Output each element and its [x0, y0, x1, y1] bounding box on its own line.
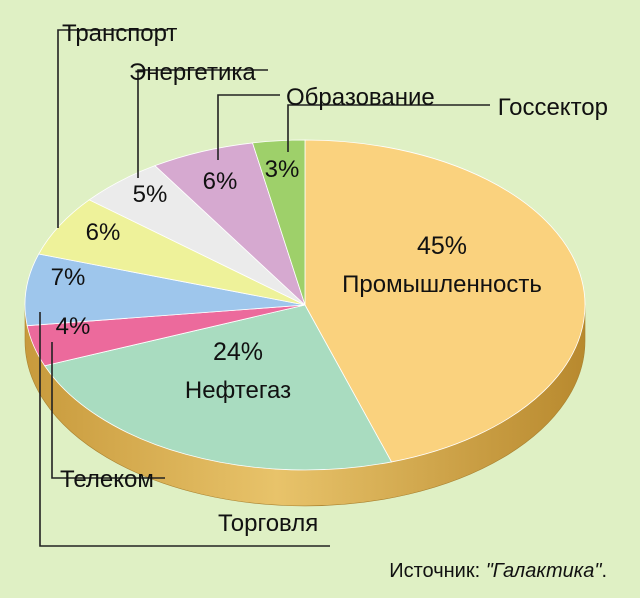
slice-label-industry: Промышленность: [342, 271, 542, 298]
data-label-gov: 3%: [265, 156, 300, 183]
data-label-energy: 5%: [133, 181, 168, 208]
callout-label-transport: Транспорт: [62, 20, 177, 47]
pie-slice-industry: [304, 139, 586, 463]
source-suffix: .: [601, 560, 607, 582]
callout-label-energy: Энергетика: [129, 59, 256, 86]
leader-lines: [39, 29, 490, 547]
source-note: Источник: "Галактика".: [389, 560, 607, 582]
data-label-oilgas: 24%: [213, 338, 263, 366]
pie-slices: [24, 139, 586, 471]
leader-line-gov: [287, 104, 490, 152]
source-name: "Галактика": [486, 560, 603, 582]
pie-slice-oilgas: [44, 304, 393, 471]
data-label-industry: 45%: [417, 232, 467, 260]
pie-slice-telecom: [24, 253, 306, 327]
slice-label-oilgas: Нефтегаз: [185, 377, 291, 404]
leader-line-transport: [57, 29, 168, 228]
data-label-telecom: 7%: [51, 264, 86, 291]
leader-line-energy: [137, 69, 268, 178]
source-prefix: Источник:: [389, 560, 486, 582]
data-label-trade: 4%: [56, 313, 91, 340]
pie-slice-gov: [252, 139, 306, 306]
data-label-education: 6%: [203, 168, 238, 195]
callout-label-telecom: Телеком: [60, 466, 154, 493]
leader-line-education: [217, 94, 280, 160]
callout-label-trade: Торговля: [218, 510, 318, 537]
leader-line-telecom: [51, 342, 165, 479]
callout-label-gov: Госсектор: [498, 94, 608, 121]
callout-label-education: Образование: [286, 84, 435, 111]
leader-line-trade: [39, 312, 330, 547]
data-label-transport: 6%: [86, 219, 121, 246]
